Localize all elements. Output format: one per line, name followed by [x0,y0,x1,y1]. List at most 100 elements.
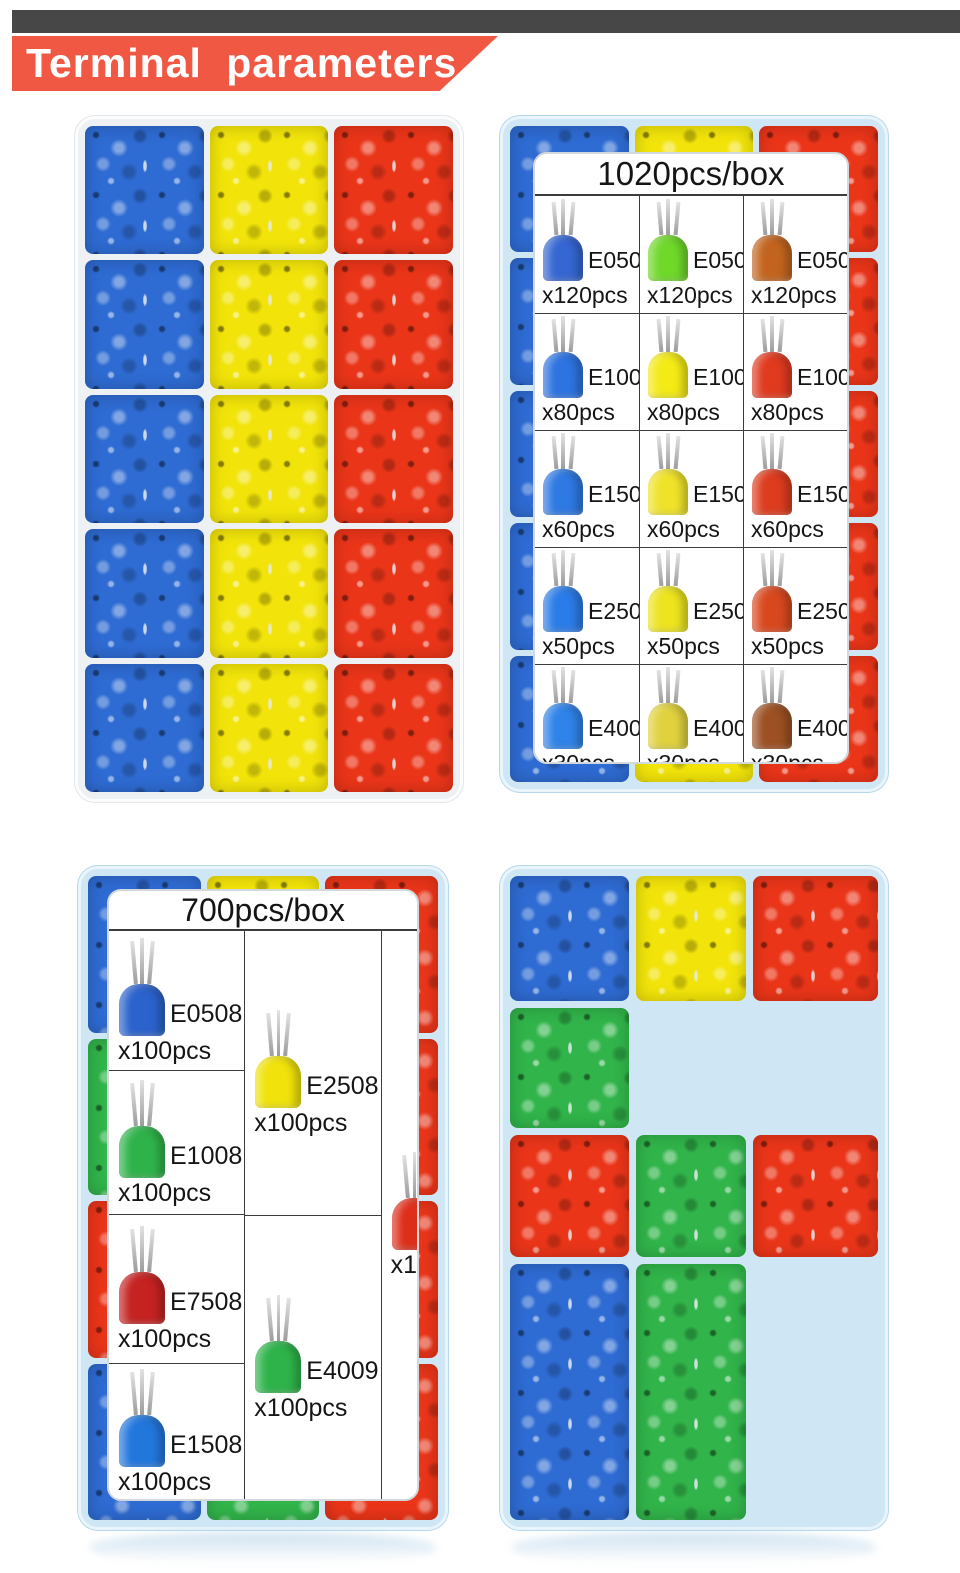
spec-cell: E0508 x120pcs [535,196,639,313]
count-label: x100pcs [118,1178,212,1207]
count-label: x100pcs [118,1467,212,1496]
compartment-blue [85,663,204,792]
ferrule-icon [542,667,584,749]
header-dark-bar [12,10,960,33]
ferrule-icon [647,199,689,281]
spec-cell: E0508 x120pcs [639,196,743,313]
compartment-yellow [209,394,329,524]
model-label: E1508 [588,481,639,507]
model-label: E4009 [306,1356,379,1385]
spec-card-title: 1020pcs/box [535,154,847,196]
count-label: x100pcs [118,1325,212,1353]
count-label: x120pcs [751,282,837,308]
model-label: E1008 [170,1141,243,1170]
photo-assortment-box-top-right: 1020pcs/box E0508 x120pcs E0508 x120pcs … [500,116,888,792]
ferrule-icon [647,667,689,749]
count-label: x100pcs [254,1393,348,1422]
spec-table: E0508 x100pcs E1008 x100pcs E7508 x100pc… [109,931,417,1499]
count-label: x120pcs [542,282,628,308]
model-label: E4009 [588,715,639,741]
compartment-yellow [209,260,329,389]
spec-cell: E4009 x100pcs [245,1215,381,1499]
compartment-red [334,394,453,524]
spec-column: E6012 x100pcs [380,931,417,1499]
reflection [512,1532,876,1564]
compartment-red [752,1135,878,1257]
ferrule-icon [542,316,584,398]
model-label: E2508 [306,1072,379,1100]
spec-cell: E1008 x80pcs [639,313,743,430]
ferrule-icon [118,1368,166,1467]
spec-cell: E0508 x120pcs [743,196,847,313]
model-label: E2508 [693,598,743,624]
compartment-red [334,663,453,792]
spec-cell: E2508 x50pcs [743,547,847,664]
section-title: Terminal parameters [26,40,458,86]
model-label: E4009 [797,715,847,741]
count-label: x100pcs [390,1251,417,1279]
ferrule-icon [118,1226,166,1324]
count-label: x120pcs [647,282,733,308]
ferrule-icon [542,433,584,515]
spec-cell: E4009 x30pcs [639,664,743,764]
compartment-green [510,1008,630,1128]
ferrule-icon [391,1152,417,1250]
spec-column: E0508 x100pcs E1008 x100pcs E7508 x100pc… [109,931,245,1499]
count-label: x50pcs [542,633,615,659]
compartment-blue [85,394,204,524]
ferrule-icon [751,550,793,632]
count-label: x50pcs [647,633,720,659]
count-label: x60pcs [542,516,615,542]
compartment-grid [85,126,453,792]
spec-cell: E7508 x100pcs [109,1214,245,1363]
compartment-red [334,529,453,658]
spec-cell: E1508 x100pcs [109,1363,245,1499]
model-label: E1008 [797,364,847,390]
model-label: E4009 [693,715,743,741]
count-label: x60pcs [751,516,824,542]
ferrule-icon [542,199,584,281]
model-label: E0508 [797,247,847,273]
ferrule-icon [751,199,793,281]
ferrule-icon [118,937,166,1036]
count-label: x80pcs [751,399,824,425]
spec-cell: E2508 x50pcs [639,547,743,664]
count-label: x30pcs [542,750,615,764]
spec-cell: E4009 x30pcs [743,664,847,764]
compartment-red [334,260,453,389]
compartment-grid [510,876,878,1520]
count-label: x30pcs [751,750,824,764]
compartment-blue [510,876,630,1001]
spec-cell: E1008 x80pcs [743,313,847,430]
model-label: E1008 [588,364,639,390]
count-label: x30pcs [647,750,720,764]
spec-cell: E6012 x100pcs [382,931,417,1499]
model-label: E2508 [588,598,639,624]
spec-card-700: 700pcs/box E0508 x100pcs E1008 x100pcs [107,889,419,1501]
model-label: E1008 [693,364,743,390]
model-label: E7508 [170,1288,243,1316]
ferrule-icon [647,433,689,515]
compartment-yellow [636,876,746,1001]
reflection [90,1532,436,1564]
compartment-red [334,126,453,255]
section-banner: Terminal parameters [12,36,498,91]
count-label: x60pcs [647,516,720,542]
count-label: x80pcs [542,399,615,425]
model-label: E1508 [170,1430,243,1459]
compartment-blue [510,1264,630,1520]
count-label: x100pcs [118,1036,212,1065]
model-label: E0508 [170,999,243,1028]
spec-card-title: 700pcs/box [109,891,417,931]
model-label: E1508 [693,481,743,507]
model-label: E2508 [797,598,847,624]
compartment-yellow [209,126,329,255]
ferrule-icon [254,1294,302,1393]
ferrule-icon [751,316,793,398]
ferrule-icon [751,667,793,749]
spec-cell: E2508 x100pcs [245,931,380,1215]
spec-cell: E4009 x30pcs [535,664,639,764]
compartment-blue [85,260,204,389]
ferrule-icon [647,316,689,398]
